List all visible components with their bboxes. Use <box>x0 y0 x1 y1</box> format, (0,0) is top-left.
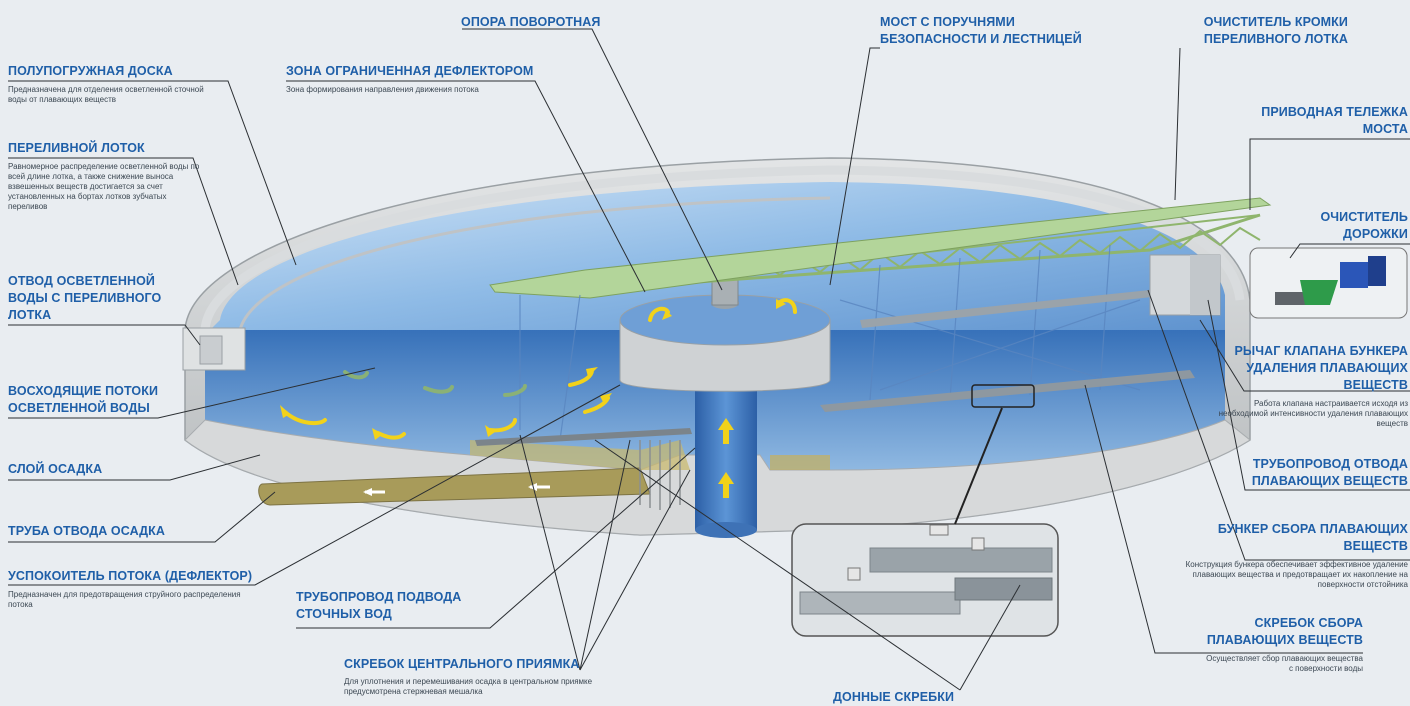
label-uspokoitel-title: УСПОКОИТЕЛЬ ПОТОКА (ДЕФЛЕКТОР) <box>8 569 253 583</box>
label-ochistitel-kromki: ОЧИСТИТЕЛЬ КРОМКИ ПЕРЕЛИВНОГО ЛОТКА <box>1180 14 1348 48</box>
label-rychag-desc: Работа клапана настраивается исходя из н… <box>1218 399 1408 428</box>
label-donnye: ДОННЫЕ СКРЕБКИ <box>833 689 954 706</box>
label-skrebok-sbora: СКРЕБОК СБОРА ПЛАВАЮЩИХ ВЕЩЕСТВ Осуществ… <box>1200 615 1363 674</box>
label-voskhodyashchie-title: ВОСХОДЯЩИЕ ПОТОКИ ОСВЕТЛЕННОЙ ВОДЫ <box>8 384 159 415</box>
label-otvod-title: ОТВОД ОСВЕТЛЕННОЙ ВОДЫ С ПЕРЕЛИВНОГО ЛОТ… <box>8 274 162 322</box>
label-sloy-title: СЛОЙ ОСАДКА <box>8 462 103 476</box>
label-most-title: МОСТ С ПОРУЧНЯМИ БЕЗОПАСНОСТИ И ЛЕСТНИЦЕ… <box>880 15 1082 46</box>
label-opora: ОПОРА ПОВОРОТНАЯ <box>461 14 600 31</box>
label-ochistitel-dorozhki-title: ОЧИСТИТЕЛЬ ДОРОЖКИ <box>1320 210 1408 241</box>
skimmer-arm <box>860 290 1152 328</box>
label-polupogruzhnaya-title: ПОЛУПОГРУЖНАЯ ДОСКА <box>8 64 173 78</box>
label-truboprovod-otvoda-title: ТРУБОПРОВОД ОТВОДА ПЛАВАЮЩИХ ВЕЩЕСТВ <box>1251 457 1408 488</box>
bottom-scraper <box>820 370 1195 412</box>
label-privodnaya-title: ПРИВОДНАЯ ТЕЛЕЖКА МОСТА <box>1261 105 1408 136</box>
sludge-layer <box>470 440 690 470</box>
label-otvod: ОТВОД ОСВЕТЛЕННОЙ ВОДЫ С ПЕРЕЛИВНОГО ЛОТ… <box>8 273 168 324</box>
label-skrebok-sbora-title: СКРЕБОК СБОРА ПЛАВАЮЩИХ ВЕЩЕСТВ <box>1206 616 1363 647</box>
label-most: МОСТ С ПОРУЧНЯМИ БЕЗОПАСНОСТИ И ЛЕСТНИЦЕ… <box>880 14 1120 48</box>
label-privodnaya: ПРИВОДНАЯ ТЕЛЕЖКА МОСТА <box>1260 104 1408 138</box>
rising-flow-arrows <box>343 370 527 397</box>
label-zona-title: ЗОНА ОГРАНИЧЕННАЯ ДЕФЛЕКТОРОМ <box>286 64 534 78</box>
label-polupogruzhnaya-desc: Предназначена для отделения осветленной … <box>8 85 204 104</box>
label-rychag: РЫЧАГ КЛАПАНА БУНКЕРА УДАЛЕНИЯ ПЛАВАЮЩИХ… <box>1215 343 1408 429</box>
trough-inner <box>238 196 831 331</box>
inlet-pipe <box>695 390 757 530</box>
leader-lines <box>8 28 1410 691</box>
label-polupogruzhnaya: ПОЛУПОГРУЖНАЯ ДОСКА Предназначена для от… <box>8 63 218 105</box>
label-zona: ЗОНА ОГРАНИЧЕННАЯ ДЕФЛЕКТОРОМ Зона форми… <box>286 63 536 95</box>
label-truboprovod-otvoda: ТРУБОПРОВОД ОТВОДА ПЛАВАЮЩИХ ВЕЩЕСТВ <box>1240 456 1408 490</box>
label-truboprovod-podvoda: ТРУБОПРОВОД ПОДВОДА СТОЧНЫХ ВОД <box>296 589 466 623</box>
label-sloy: СЛОЙ ОСАДКА <box>8 461 102 478</box>
label-perelivnoy: ПЕРЕЛИВНОЙ ЛОТОК Равномерное распределен… <box>8 140 208 212</box>
label-rychag-title: РЫЧАГ КЛАПАНА БУНКЕРА УДАЛЕНИЯ ПЛАВАЮЩИХ… <box>1234 344 1408 392</box>
label-perelivnoy-title: ПЕРЕЛИВНОЙ ЛОТОК <box>8 141 145 155</box>
overflow-trough <box>200 165 1245 331</box>
bridge-deck <box>489 197 1272 299</box>
label-bunker-title: БУНКЕР СБОРА ПЛАВАЮЩИХ ВЕЩЕСТВ <box>1217 522 1408 553</box>
sludge-pipe <box>258 467 651 506</box>
label-zona-desc: Зона формирования направления движения п… <box>286 85 479 94</box>
label-uspokoitel-desc: Предназначен для предотвращения струйног… <box>8 590 241 609</box>
label-ochistitel-dorozhki: ОЧИСТИТЕЛЬ ДОРОЖКИ <box>1300 209 1408 243</box>
label-bunker: БУНКЕР СБОРА ПЛАВАЮЩИХ ВЕЩЕСТВ Конструкц… <box>1183 521 1408 590</box>
label-bunker-desc: Конструкция бункера обеспечивает эффекти… <box>1185 560 1408 589</box>
label-truba-title: ТРУБА ОТВОДА ОСАДКА <box>8 524 166 538</box>
label-perelivnoy-desc: Равномерное распределение осветленной во… <box>8 162 200 211</box>
label-voskhodyashchie: ВОСХОДЯЩИЕ ПОТОКИ ОСВЕТЛЕННОЙ ВОДЫ <box>8 383 168 417</box>
label-skrebok-sbora-desc: Осуществляет сбор плавающих вещества с п… <box>1206 654 1363 673</box>
label-uspokoitel: УСПОКОИТЕЛЬ ПОТОКА (ДЕФЛЕКТОР) Предназна… <box>8 568 258 610</box>
label-skrebok-central: СКРЕБОК ЦЕНТРАЛЬНОГО ПРИЯМКА Для уплотне… <box>344 656 606 697</box>
inlet-arrows <box>718 418 734 498</box>
label-skrebok-central-desc: Для уплотнения и перемешивания осадка в … <box>344 677 593 696</box>
sludge-layer-right <box>770 455 830 470</box>
label-ochistitel-kromki-title: ОЧИСТИТЕЛЬ КРОМКИ ПЕРЕЛИВНОГО ЛОТКА <box>1203 15 1348 46</box>
label-donnye-title: ДОННЫЕ СКРЕБКИ <box>833 690 955 704</box>
label-opora-title: ОПОРА ПОВОРОТНАЯ <box>461 15 601 29</box>
zoom-highlight <box>971 384 1035 408</box>
label-truboprovod-podvoda-title: ТРУБОПРОВОД ПОДВОДА СТОЧНЫХ ВОД <box>296 590 462 621</box>
label-truba: ТРУБА ОТВОДА ОСАДКА <box>8 523 165 540</box>
label-skrebok-central-title: СКРЕБОК ЦЕНТРАЛЬНОГО ПРИЯМКА <box>344 657 580 671</box>
